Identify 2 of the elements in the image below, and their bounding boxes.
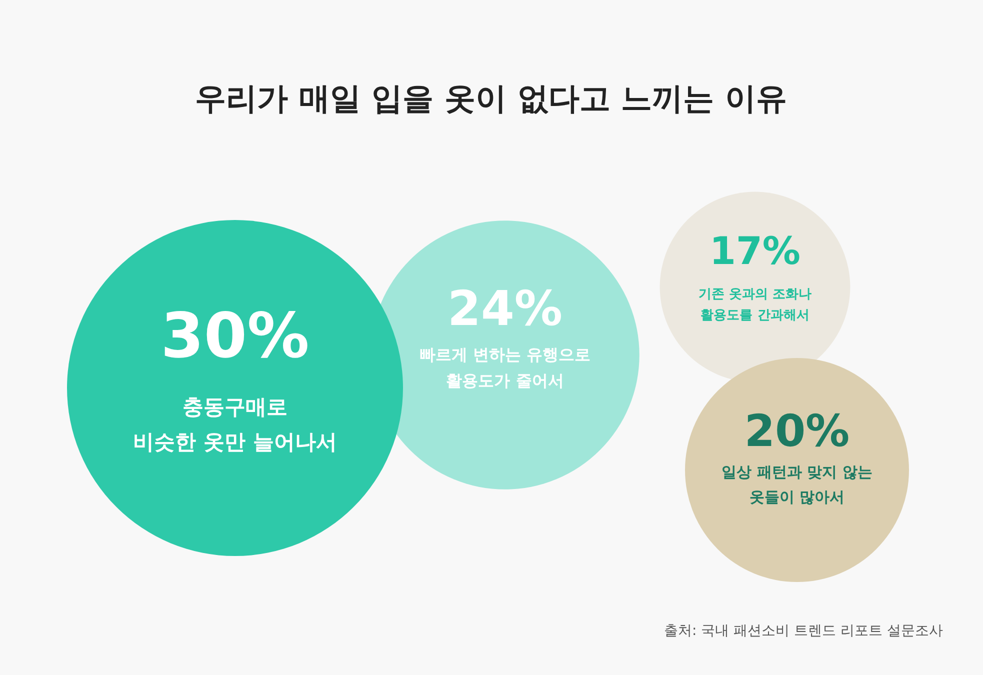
annotation: 출처: 국내 패션소비 트렌드 리포트 설문조사 [664,622,943,640]
title: 우리가 매일 입을 옷이 없다고 느끼는 이유 [194,80,788,119]
